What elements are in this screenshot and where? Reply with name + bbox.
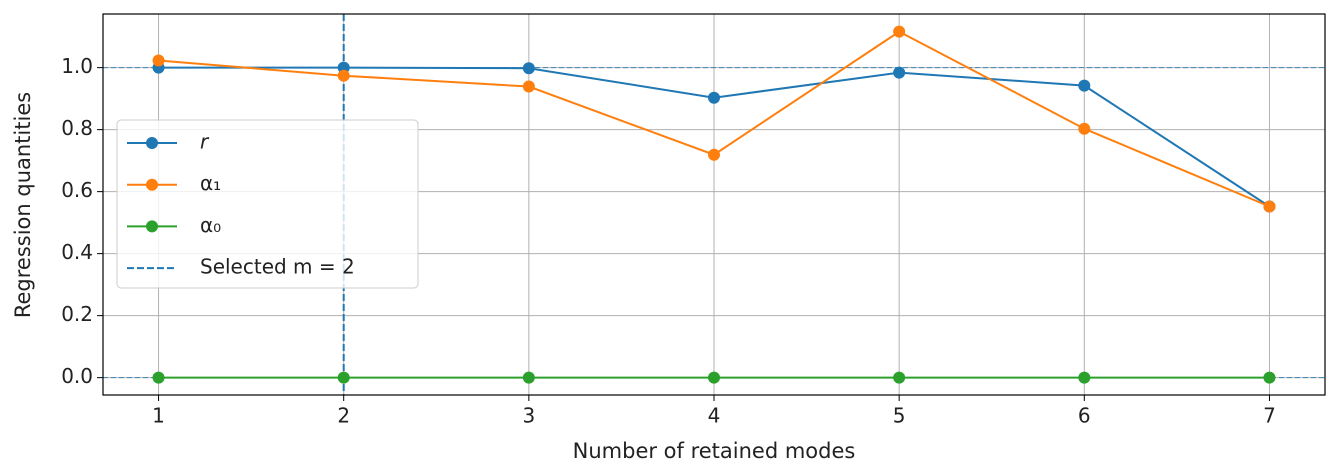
legend-marker — [146, 137, 158, 149]
point — [152, 54, 165, 67]
point — [708, 148, 720, 161]
point — [337, 371, 350, 384]
x-tick-label: 3 — [522, 404, 535, 428]
point — [893, 25, 906, 38]
x-axis-label: Number of retained modes — [573, 439, 856, 463]
point — [1263, 200, 1276, 213]
legend-marker — [146, 220, 158, 233]
point — [337, 69, 350, 82]
x-tick-label: 6 — [1078, 404, 1091, 428]
point — [1263, 371, 1276, 384]
point — [1078, 122, 1091, 135]
y-tick-label: 0.8 — [61, 116, 93, 140]
point — [1078, 79, 1091, 92]
plot-frame — [102, 13, 1326, 396]
point — [522, 371, 535, 384]
y-tick-label: 1.0 — [61, 54, 93, 78]
y-tick-label: 0.2 — [61, 302, 93, 326]
y-tick-label: 0.4 — [61, 240, 93, 264]
y-axis-label: Regression quantities — [11, 92, 35, 318]
legend-label: α₀ — [200, 213, 221, 237]
y-tick-label: 0.6 — [61, 178, 93, 202]
x-tick-label: 7 — [1263, 404, 1276, 428]
x-tick-label: 1 — [152, 404, 165, 428]
legend-label: r — [200, 130, 210, 154]
y-tick-label: 0.0 — [61, 364, 93, 388]
point — [708, 371, 720, 384]
legend-box — [116, 119, 419, 289]
point — [1078, 371, 1091, 384]
legend-marker — [146, 178, 158, 191]
point — [522, 80, 535, 93]
point — [522, 62, 535, 75]
point — [893, 371, 906, 384]
point — [893, 66, 906, 79]
x-tick-label: 2 — [337, 404, 350, 428]
point — [152, 371, 165, 384]
x-tick-label: 4 — [708, 404, 721, 428]
legend: r α₁ α₀ Selected m = 2 — [116, 119, 419, 289]
legend-label: Selected m = 2 — [200, 255, 355, 279]
legend-label: α₁ — [200, 171, 221, 195]
point — [708, 91, 720, 104]
x-tick-label: 5 — [893, 404, 906, 428]
